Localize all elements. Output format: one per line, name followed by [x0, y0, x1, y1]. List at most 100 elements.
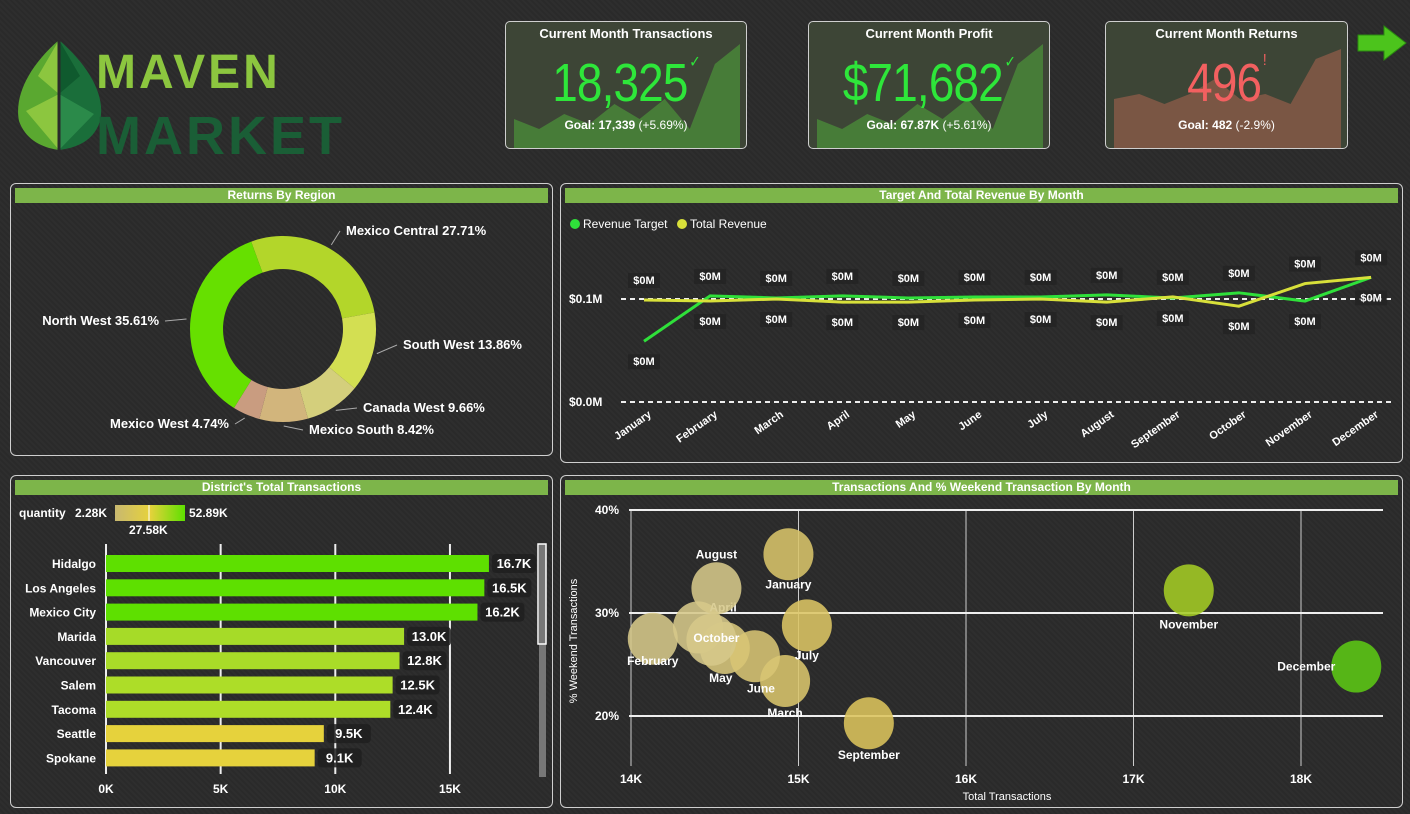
bar-label-bg: [402, 651, 447, 671]
y-tick: 20%: [595, 709, 619, 723]
scrollbar-thumb[interactable]: [537, 543, 547, 645]
panel-title: District's Total Transactions: [15, 480, 548, 495]
data-label: $0M: [633, 356, 654, 368]
data-label: $0M: [1228, 268, 1249, 280]
data-label-bg: [1355, 290, 1388, 306]
panel-title: Returns By Region: [15, 188, 548, 203]
legend-label: Total Revenue: [690, 217, 767, 231]
leader-line: [335, 407, 358, 411]
goal-delta: (+5.69%): [638, 118, 688, 132]
kpi-value: $71,682 ✓: [827, 52, 1031, 114]
x-tick: March: [752, 408, 786, 437]
data-label: $0M: [832, 317, 853, 329]
data-label: $0M: [1096, 270, 1117, 282]
x-tick: 10K: [324, 782, 346, 796]
legend-dot: [570, 219, 580, 229]
bar-category: Marida: [57, 630, 96, 644]
x-axis-title: Total Transactions: [963, 791, 1052, 803]
bar: [106, 700, 391, 718]
bar-label-bg: [317, 748, 362, 768]
kpi-value: 18,325 ✓: [524, 52, 728, 114]
data-label: $0M: [699, 271, 720, 283]
bar-label-bg: [480, 602, 525, 622]
leader-line: [164, 318, 187, 322]
data-label-bg: [1156, 269, 1189, 285]
bar-category: Hidalgo: [52, 557, 96, 571]
data-label-bg: [826, 268, 859, 284]
kpi-status-icon: ✓: [689, 54, 700, 71]
donut-slice: [329, 312, 376, 389]
legend-title: quantity: [19, 506, 66, 520]
leader-line: [283, 425, 304, 431]
logo-line2: MARKET: [96, 106, 345, 164]
data-label-bg: [628, 354, 660, 370]
kpi-title: Current Month Transactions: [539, 26, 713, 41]
data-label-bg: [958, 313, 991, 329]
leader-line: [234, 417, 245, 425]
goal-label: Goal:: [866, 118, 898, 132]
goal-value: 67.87K: [900, 118, 940, 132]
slice-label: Mexico West 4.74%: [110, 416, 229, 431]
legend-min: 2.28K: [75, 506, 107, 520]
weekend-bubble-chart: 14K 15K 16K 17K 18K 20% 30% 40% Total Transactio…: [568, 503, 1383, 803]
arrow-right-icon[interactable]: [1356, 24, 1408, 62]
x-tick: December: [1330, 408, 1381, 449]
revenue-panel: Target And Total Revenue By Month Revenu…: [560, 183, 1403, 463]
x-tick: August: [1078, 408, 1116, 440]
series-line: [643, 275, 1372, 343]
x-tick: 17K: [1122, 772, 1144, 786]
data-label: $0M: [1162, 313, 1183, 325]
data-label-bg: [694, 268, 727, 284]
data-label-bg: [1024, 312, 1057, 327]
bubble: [686, 613, 737, 666]
scrollbar-track[interactable]: [539, 544, 546, 777]
bubble: [1163, 564, 1214, 617]
bar-label-bg: [487, 578, 532, 598]
goal-delta: (+5.61%): [942, 118, 992, 132]
goal-label: Goal:: [1178, 118, 1209, 132]
y-axis-title: % Weekend Transactions: [568, 578, 580, 703]
bubble-label: February: [627, 654, 679, 668]
donut-slice: [299, 367, 355, 419]
data-label-bg: [694, 314, 727, 330]
slice-label: North West 35.61%: [42, 313, 159, 328]
x-tick: 5K: [213, 782, 229, 796]
data-label: $0M: [1030, 314, 1051, 326]
bubble: [781, 599, 832, 652]
bar: [106, 676, 393, 694]
bar-label: 12.8K: [407, 653, 442, 668]
legend-dot: [677, 219, 687, 229]
donut-slice: [189, 241, 263, 409]
data-label: $0M: [1228, 321, 1249, 333]
kpi-sparkline: [514, 44, 740, 148]
bar-label: 9.5K: [335, 726, 363, 741]
bubble-label: January: [765, 577, 811, 591]
bubble: [1331, 640, 1382, 693]
slice-label: Mexico Central 27.71%: [346, 223, 487, 238]
legend-mid: 27.58K: [129, 523, 168, 537]
data-label-bg: [628, 273, 660, 289]
bar-category: Vancouver: [35, 654, 96, 668]
data-label-bg: [1024, 269, 1057, 285]
bubble-label: September: [838, 748, 900, 762]
bar-category: Tacoma: [52, 703, 97, 717]
bar-label: 13.0K: [412, 629, 447, 644]
y-tick: 40%: [595, 503, 619, 517]
x-tick: 0K: [98, 782, 114, 796]
slice-label: Mexico South 8.42%: [309, 422, 434, 437]
returns-donut-chart: Mexico Central 27.71% South West 13.86% Ca…: [42, 223, 522, 437]
data-label: $0M: [964, 272, 985, 284]
x-tick: 16K: [955, 772, 977, 786]
kpi-goal: Goal: 67.87K (+5.61%): [809, 118, 1049, 132]
districts-panel: District's Total Transactions quantity 2.…: [10, 475, 553, 808]
data-label-bg: [1289, 314, 1321, 330]
legend-label: Revenue Target: [583, 217, 668, 231]
bar: [106, 749, 315, 767]
bubble: [691, 562, 742, 615]
x-tick: 15K: [787, 772, 809, 786]
data-label-bg: [1156, 310, 1189, 326]
revenue-line-chart: Revenue Target Total Revenue $0.0M $0.1M Jan…: [569, 217, 1391, 451]
y-tick: $0.0M: [569, 395, 602, 409]
bar-label-bg: [393, 699, 438, 719]
bar-category: Salem: [61, 679, 96, 693]
